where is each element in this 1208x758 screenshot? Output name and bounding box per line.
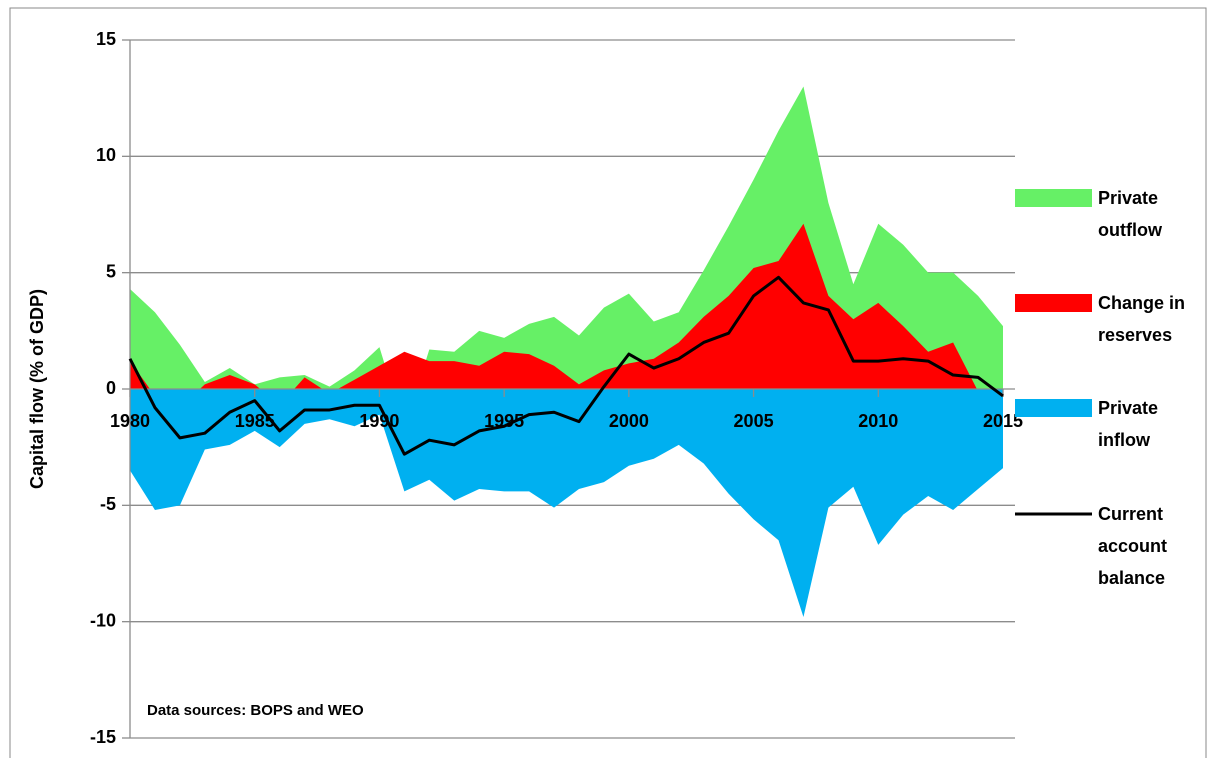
annotation: Data sources: BOPS and WEO — [147, 702, 364, 719]
y-tick-label: -5 — [100, 494, 116, 514]
y-tick-label: -10 — [90, 610, 116, 630]
area — [130, 389, 1003, 618]
area — [130, 223, 1003, 424]
y-axis-label: Capital flow (% of GDP) — [27, 289, 47, 489]
x-tick-label: 2015 — [983, 411, 1023, 431]
x-tick-label: 1985 — [235, 411, 275, 431]
y-tick-label: 5 — [106, 261, 116, 281]
chart-frame — [9, 7, 1207, 758]
y-tick-label: 15 — [96, 29, 116, 49]
x-tick-label: 1980 — [110, 411, 150, 431]
x-tick-label: 2005 — [734, 411, 774, 431]
y-tick-label: 0 — [106, 378, 116, 398]
y-tick-label: 10 — [96, 145, 116, 165]
x-tick-label: 2000 — [609, 411, 649, 431]
legend-label: Private inflow — [1098, 398, 1159, 450]
legend-swatch — [1015, 189, 1092, 207]
legend-label: Current account balance — [1098, 504, 1168, 588]
x-tick-label: 1995 — [484, 411, 524, 431]
y-tick-label: -15 — [90, 727, 116, 747]
x-tick-label: 1990 — [359, 411, 399, 431]
legend-swatch — [1015, 294, 1092, 312]
line — [128, 275, 1004, 456]
x-tick-label: 2010 — [858, 411, 898, 431]
legend-swatch — [1015, 399, 1092, 417]
legend-label: Private outflow — [1098, 188, 1162, 240]
legend-label: Change in reserves — [1098, 293, 1186, 345]
